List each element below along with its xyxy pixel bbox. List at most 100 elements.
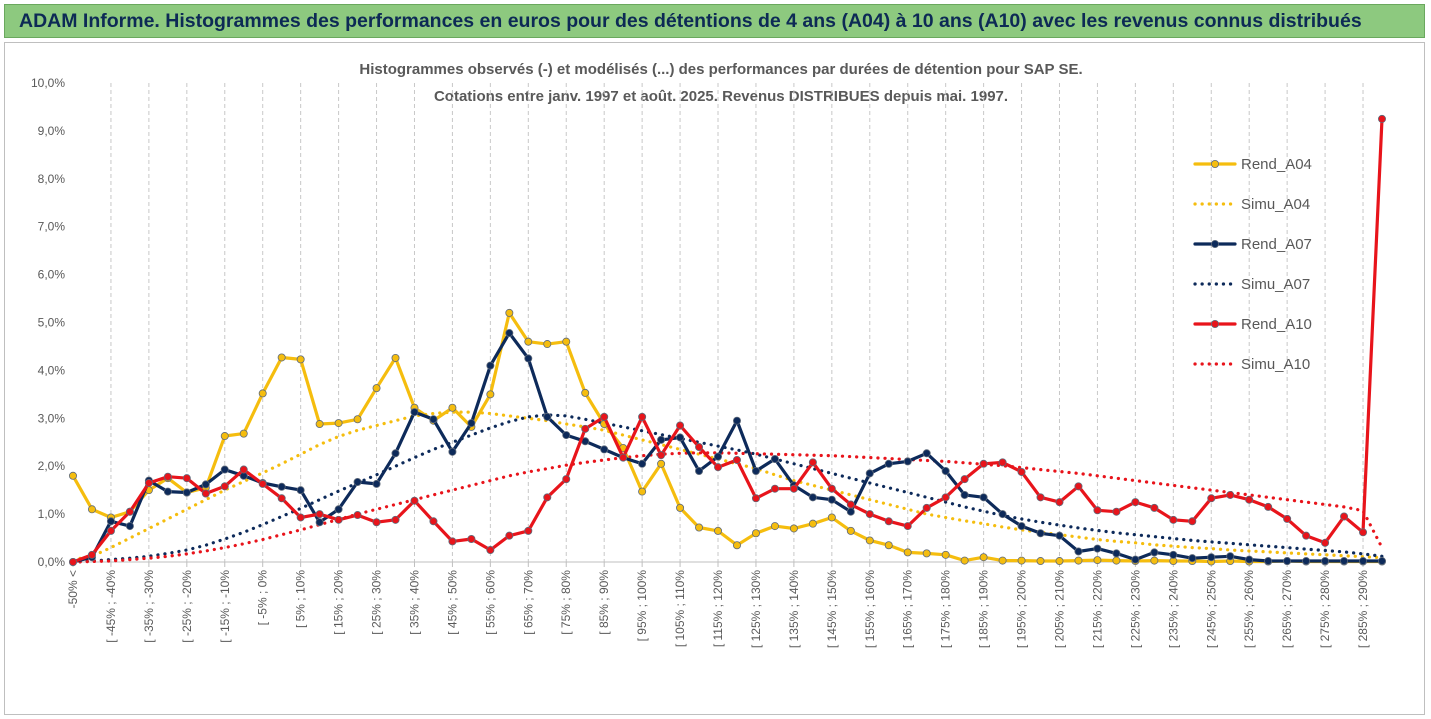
- legend-label: Simu_A04: [1241, 196, 1310, 213]
- data-point: [657, 459, 666, 468]
- data-point: [315, 510, 324, 519]
- vertical-gridlines: [110, 83, 1364, 562]
- data-point: [1378, 114, 1387, 123]
- data-point: [1017, 522, 1026, 531]
- data-point: [865, 469, 874, 478]
- data-point: [695, 466, 704, 475]
- data-point: [808, 519, 817, 528]
- data-point: [1036, 493, 1045, 502]
- data-point: [676, 503, 685, 512]
- data-point: [87, 505, 96, 514]
- data-point: [695, 523, 704, 532]
- data-point: [695, 443, 704, 452]
- data-point: [1093, 506, 1102, 515]
- data-point: [1017, 556, 1026, 565]
- x-tick-label: [ 145% ; 150%: [825, 570, 839, 648]
- data-point: [846, 500, 855, 509]
- data-point: [770, 484, 779, 493]
- data-point: [1207, 553, 1216, 562]
- x-tick-label: [ 275% ; 280%: [1318, 570, 1332, 648]
- x-tick-label: [ -15% ; -10%: [218, 570, 232, 643]
- x-tick-label: [ 245% ; 250%: [1204, 570, 1218, 648]
- data-point: [922, 449, 931, 458]
- data-point: [1359, 557, 1368, 566]
- legend-item-Rend_A10: Rend_A10: [1193, 316, 1312, 333]
- data-point: [1283, 557, 1292, 566]
- data-point: [903, 522, 912, 531]
- data-point: [1112, 549, 1121, 558]
- series-group: [69, 114, 1387, 567]
- data-point: [657, 451, 666, 460]
- x-tick-label: [ 215% ; 220%: [1090, 570, 1104, 648]
- legend-label: Rend_A04: [1241, 156, 1312, 173]
- data-point: [638, 412, 647, 421]
- data-point: [391, 353, 400, 362]
- data-point: [960, 556, 969, 565]
- data-point: [846, 507, 855, 516]
- data-point: [1169, 515, 1178, 524]
- data-point: [562, 337, 571, 346]
- data-point: [789, 484, 798, 493]
- data-point: [106, 526, 115, 535]
- data-point: [1188, 517, 1197, 526]
- data-point: [296, 355, 305, 364]
- data-point: [1245, 555, 1254, 564]
- data-point: [163, 472, 172, 481]
- data-point: [334, 419, 343, 428]
- data-point: [1093, 544, 1102, 553]
- data-point: [372, 384, 381, 393]
- legend-label: Simu_A07: [1241, 276, 1310, 293]
- series-line-Simu_A07: [71, 413, 1384, 564]
- data-point: [1150, 503, 1159, 512]
- x-tick-label: [ 225% ; 230%: [1128, 570, 1142, 648]
- data-point: [1321, 538, 1330, 547]
- data-point: [372, 479, 381, 488]
- data-point: [448, 447, 457, 456]
- data-point: [334, 505, 343, 514]
- x-tick-label: [ 195% ; 200%: [1015, 570, 1029, 648]
- data-point: [979, 459, 988, 468]
- y-tick-label: 3,0%: [38, 411, 66, 425]
- data-point: [865, 536, 874, 545]
- data-point: [714, 452, 723, 461]
- y-tick-label: 5,0%: [38, 316, 66, 330]
- data-point: [391, 449, 400, 458]
- data-point: [1112, 556, 1121, 565]
- data-point: [1150, 556, 1159, 565]
- data-point: [941, 466, 950, 475]
- data-point: [486, 361, 495, 370]
- data-point: [69, 558, 78, 567]
- data-point: [941, 493, 950, 502]
- data-point: [486, 546, 495, 555]
- data-point: [467, 419, 476, 428]
- series-Rend_A07: [69, 329, 1387, 567]
- x-tick-label: [ 205% ; 210%: [1052, 570, 1066, 648]
- data-point: [1207, 494, 1216, 503]
- series-line-Rend_A07: [71, 331, 1384, 564]
- data-point: [201, 480, 210, 489]
- data-point: [770, 455, 779, 464]
- data-point: [1340, 557, 1349, 566]
- data-point: [1055, 498, 1064, 507]
- data-point: [182, 488, 191, 497]
- data-point: [1340, 512, 1349, 521]
- data-point: [296, 486, 305, 495]
- x-tick-label: [ 185% ; 190%: [977, 570, 991, 648]
- data-point: [505, 329, 514, 338]
- data-point: [1378, 557, 1387, 566]
- data-point: [1017, 467, 1026, 476]
- x-tick-label: [ 5% ; 10%: [294, 570, 308, 628]
- data-point: [277, 353, 286, 362]
- series-Simu_A10: [71, 451, 1384, 564]
- y-tick-label: 1,0%: [38, 507, 66, 521]
- data-point: [505, 308, 514, 317]
- data-point: [808, 493, 817, 502]
- data-point: [1074, 556, 1083, 565]
- data-point: [125, 522, 134, 531]
- data-point: [201, 489, 210, 498]
- data-point: [1245, 495, 1254, 504]
- y-tick-label: 6,0%: [38, 268, 66, 282]
- data-point: [543, 493, 552, 502]
- legend-label: Rend_A07: [1241, 236, 1312, 253]
- x-tick-label: [ 265% ; 270%: [1280, 570, 1294, 648]
